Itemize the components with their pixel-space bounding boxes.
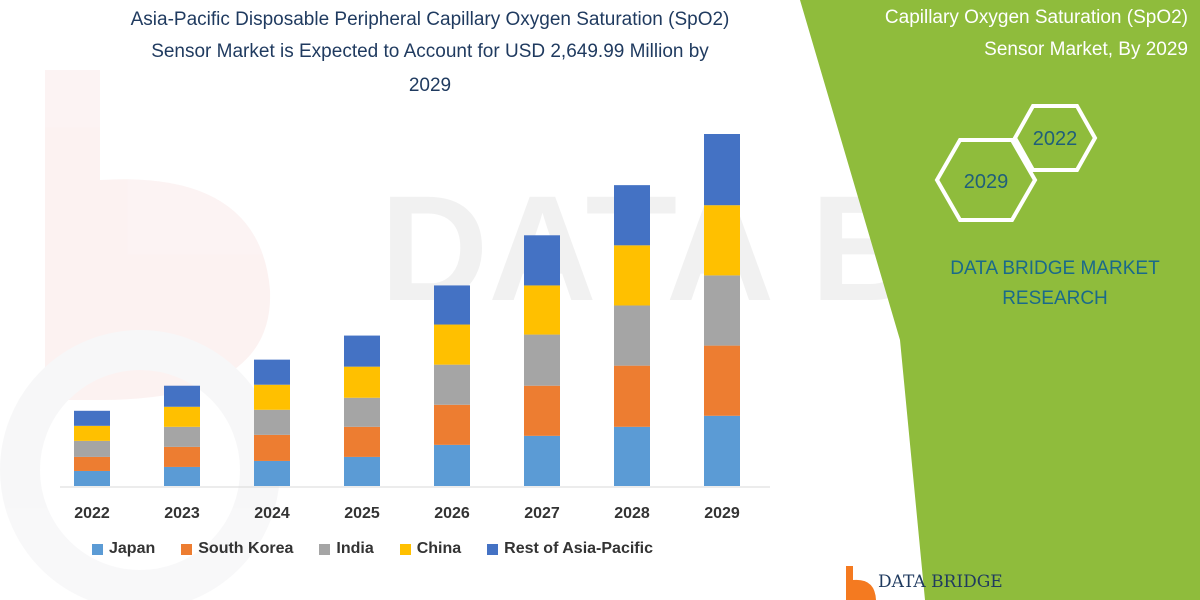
- legend-swatch-rest-of-asia-pacific: [487, 543, 499, 555]
- bar-2022-china: [74, 425, 110, 441]
- chart-legend: Japan South Korea India China Rest of As…: [92, 540, 653, 558]
- legend-item-india: India: [319, 540, 374, 558]
- side-panel-heading-line-2: Sensor Market, By 2029: [984, 39, 1188, 60]
- bar-2029-south-korea: [704, 345, 740, 416]
- bar-2028-rest-of-asia-pacific: [614, 185, 650, 246]
- legend-swatch-south-korea: [181, 543, 193, 555]
- chart-title-line-2: Sensor Market is Expected to Account for…: [151, 41, 709, 62]
- bar-2029-india: [704, 275, 740, 346]
- bar-2027-rest-of-asia-pacific: [524, 235, 560, 286]
- x-tick-label-2027: 2027: [524, 505, 560, 522]
- hex-badge-2022-label: 2022: [1033, 128, 1078, 150]
- bar-chart: [74, 134, 740, 486]
- x-tick-label-2028: 2028: [614, 505, 650, 522]
- bar-2024-japan: [254, 460, 290, 486]
- hex-badge-2022: 2022: [1012, 104, 1098, 172]
- side-panel: [800, 0, 1200, 600]
- bar-2023-japan: [164, 466, 200, 486]
- bar-2024-china: [254, 384, 290, 410]
- bar-2023-rest-of-asia-pacific: [164, 385, 200, 407]
- legend-label-japan: Japan: [109, 540, 156, 557]
- chart-title-line-1: Asia-Pacific Disposable Peripheral Capil…: [130, 9, 730, 30]
- legend-label-india: India: [336, 540, 374, 557]
- bar-2024-rest-of-asia-pacific: [254, 359, 290, 385]
- bar-2025-india: [344, 397, 380, 427]
- side-panel-heading-line-1: Capillary Oxygen Saturation (SpO2): [884, 7, 1188, 28]
- brand-line-1: DATA BRIDGE MARKET: [950, 258, 1160, 279]
- footer-logo-text: DATA BRIDGE: [878, 572, 1003, 592]
- footer-logo-mark: [846, 566, 876, 600]
- x-tick-label-2023: 2023: [164, 505, 200, 522]
- bar-2023-india: [164, 426, 200, 447]
- bar-2025-japan: [344, 456, 380, 486]
- legend-label-south-korea: South Korea: [198, 540, 294, 557]
- legend-swatch-china: [399, 543, 411, 555]
- legend-swatch-japan: [92, 543, 103, 555]
- legend-item-rest-of-asia-pacific: Rest of Asia-Pacific: [487, 540, 653, 558]
- bar-2023-china: [164, 406, 200, 427]
- bar-2025-rest-of-asia-pacific: [344, 335, 380, 367]
- x-tick-label-2024: 2024: [254, 505, 290, 522]
- bar-2028-india: [614, 305, 650, 366]
- chart-title-line-3: 2029: [408, 75, 452, 96]
- bar-2024-south-korea: [254, 434, 290, 461]
- legend-item-china: China: [399, 540, 462, 558]
- bar-2023-south-korea: [164, 446, 200, 467]
- bar-2029-rest-of-asia-pacific: [704, 134, 740, 206]
- hex-badge-2029-label: 2029: [964, 171, 1009, 193]
- legend-label-rest-of-asia-pacific: Rest of Asia-Pacific: [504, 540, 653, 557]
- bar-2022-rest-of-asia-pacific: [74, 410, 110, 426]
- x-tick-label-2026: 2026: [434, 505, 470, 522]
- bar-2028-south-korea: [614, 365, 650, 427]
- x-tick-label-2025: 2025: [344, 505, 380, 522]
- bar-2022-japan: [74, 470, 110, 486]
- bar-2025-china: [344, 366, 380, 398]
- legend-item-japan: Japan: [92, 540, 155, 558]
- bar-2028-china: [614, 245, 650, 306]
- bar-2022-south-korea: [74, 456, 110, 471]
- bar-2025-south-korea: [344, 426, 380, 457]
- bar-2026-rest-of-asia-pacific: [434, 285, 470, 325]
- x-axis-ticks: 2022 2023 2024 2025 2026 2027 2028 2029: [74, 505, 740, 522]
- bar-2029-china: [704, 205, 740, 276]
- footer-logo: DATA BRIDGE: [840, 564, 1060, 600]
- brand-line-2: RESEARCH: [1002, 288, 1108, 309]
- legend-item-south-korea: South Korea: [181, 540, 293, 558]
- bar-2027-india: [524, 334, 560, 386]
- bar-2027-china: [524, 285, 560, 335]
- x-tick-label-2022: 2022: [74, 505, 110, 522]
- bar-2022-india: [74, 440, 110, 457]
- bar-2028-japan: [614, 426, 650, 486]
- bar-2027-japan: [524, 435, 560, 486]
- bar-2027-south-korea: [524, 385, 560, 436]
- watermark-logo: [0, 70, 280, 600]
- hex-badge-2029: 2029: [934, 138, 1038, 222]
- bar-2029-japan: [704, 415, 740, 486]
- legend-swatch-india: [319, 543, 331, 555]
- x-tick-label-2029: 2029: [704, 505, 740, 522]
- legend-label-china: China: [416, 540, 462, 557]
- bar-2024-india: [254, 409, 290, 435]
- bar-2026-japan: [434, 444, 470, 486]
- bar-2026-india: [434, 364, 470, 405]
- bar-2026-south-korea: [434, 404, 470, 445]
- bar-2026-china: [434, 324, 470, 365]
